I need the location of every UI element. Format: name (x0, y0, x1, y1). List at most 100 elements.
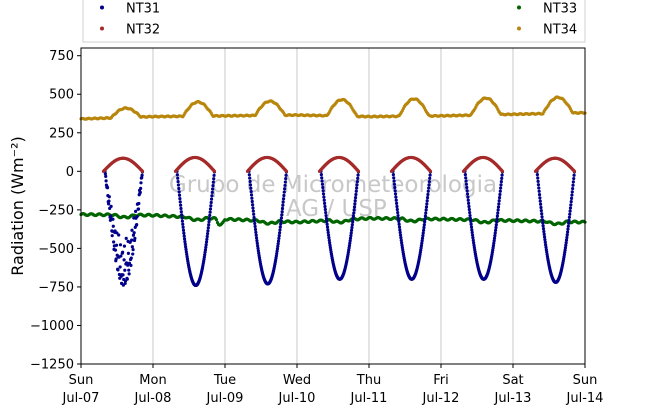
nt31-point (105, 186, 110, 190)
nt31-point (494, 223, 498, 227)
y-tick-label: −1250 (30, 358, 74, 373)
nt31-point (113, 248, 118, 252)
x-tick-day: Sat (502, 373, 523, 388)
nt31-point (393, 185, 397, 190)
nt31-point (542, 232, 546, 236)
nt31-point (127, 268, 131, 272)
nt32-point (572, 169, 577, 173)
nt31-point (392, 176, 396, 180)
nt31-point (176, 183, 181, 187)
nt31-point (349, 234, 353, 238)
nt31-point (495, 214, 499, 218)
nt31-point (206, 226, 210, 230)
nt31-point (138, 190, 142, 194)
nt31-point (542, 229, 546, 234)
nt32-point (140, 169, 145, 173)
nt31-point (183, 242, 187, 246)
nt31-point (178, 200, 182, 204)
nt31-point (469, 225, 474, 229)
nt31-point (536, 176, 540, 180)
nt31-point (184, 250, 188, 254)
nt31-point (326, 230, 330, 235)
nt31-point (277, 236, 281, 240)
nt31-point (354, 192, 358, 197)
nt31-point (539, 209, 543, 213)
nt31-point (283, 180, 287, 184)
nt31-point (351, 220, 355, 224)
nt31-point (256, 244, 260, 248)
nt31-point (424, 208, 428, 212)
nt31-point (109, 214, 113, 218)
nt31-point (399, 238, 403, 242)
watermark-line-1: Grupo de Micrometeorologia (169, 172, 497, 198)
nt31-point (323, 204, 327, 209)
nt31-point (400, 243, 404, 247)
nt31-point (567, 215, 572, 219)
nt31-point (419, 243, 424, 248)
nt31-point (327, 238, 331, 242)
nt31-point (130, 228, 134, 232)
nt31-point (180, 219, 184, 223)
x-tick-date: Jul-08 (134, 391, 172, 406)
nt31-point (320, 182, 325, 186)
nt31-point (541, 227, 546, 231)
legend-marker (517, 5, 521, 10)
nt31-point (256, 249, 260, 253)
nt31-point (396, 213, 400, 218)
nt31-point (572, 176, 576, 181)
nt31-point (353, 196, 358, 200)
y-tick-label: −500 (38, 242, 74, 257)
nt31-point (107, 195, 111, 199)
nt31-point (420, 239, 424, 243)
legend-label: NT34 (543, 23, 577, 38)
nt31-point (497, 202, 501, 206)
nt31-point (465, 185, 469, 190)
nt31-point (254, 233, 258, 237)
nt31-point (111, 224, 115, 228)
nt31-point (250, 196, 254, 200)
nt31-point (420, 241, 424, 245)
nt31-point (422, 225, 426, 230)
nt31-point (536, 183, 541, 187)
nt31-point (538, 199, 542, 203)
nt31-point (328, 243, 332, 247)
nt31-point (118, 243, 123, 247)
nt31-point (426, 192, 430, 197)
nt32-point (284, 169, 289, 173)
nt31-point (569, 203, 573, 207)
nt31-point (497, 199, 501, 203)
nt31-point (322, 195, 326, 199)
nt31-point (208, 213, 212, 218)
nt31-point (250, 199, 254, 204)
x-tick-date: Jul-09 (206, 391, 244, 406)
nt31-point (208, 210, 212, 214)
nt31-point (206, 229, 210, 233)
nt31-point (570, 190, 574, 194)
nt31-point (117, 233, 121, 237)
nt31-point (181, 228, 186, 232)
nt31-point (181, 222, 185, 226)
nt31-point (500, 176, 504, 180)
nt31-point (469, 222, 473, 226)
nt31-point (121, 273, 125, 277)
nt31-point (541, 221, 545, 225)
nt31-point (398, 233, 403, 237)
nt31-point (180, 216, 184, 220)
nt31-point (494, 228, 498, 232)
nt31-point (182, 231, 186, 235)
nt31-point (499, 180, 503, 184)
nt31-point (499, 186, 503, 190)
nt31-point (422, 223, 426, 227)
nt31-point (496, 211, 500, 215)
nt31-point (325, 219, 329, 223)
nt31-point (207, 216, 211, 221)
x-axis: Sun Jul-07 Mon Jul-08 Tue Jul-09 Wed Jul-10 Thu J… (62, 364, 603, 406)
nt31-point (319, 172, 323, 177)
nt31-point (204, 243, 208, 247)
nt31-point (254, 236, 259, 240)
nt31-point (320, 179, 324, 183)
nt31-point (540, 215, 544, 219)
nt31-point (325, 222, 329, 226)
nt32-point (356, 169, 361, 173)
nt31-point (563, 248, 567, 252)
